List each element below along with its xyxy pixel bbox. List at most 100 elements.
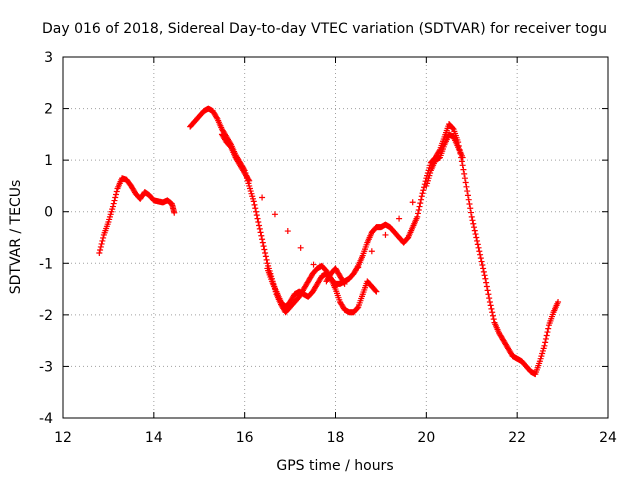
- data-point: [297, 244, 304, 251]
- data-point: [459, 162, 466, 169]
- data-point: [472, 231, 479, 238]
- data-point: [213, 114, 220, 121]
- data-point: [112, 191, 119, 198]
- x-axis-label: GPS time / hours: [276, 458, 393, 474]
- data-point: [477, 251, 484, 258]
- data-point: [482, 275, 489, 282]
- data-point: [415, 206, 422, 213]
- data-point: [474, 237, 481, 244]
- data-point: [466, 200, 473, 207]
- data-point: [481, 272, 488, 279]
- data-point: [474, 241, 481, 248]
- data-point: [396, 215, 403, 222]
- y-tick-label: 3: [44, 50, 53, 66]
- data-point: [372, 287, 379, 294]
- data-point: [354, 304, 361, 311]
- data-point: [458, 158, 465, 165]
- data-point: [256, 222, 263, 229]
- data-point: [253, 208, 260, 215]
- x-tick-label: 20: [417, 430, 435, 446]
- data-point: [109, 203, 116, 210]
- data-point: [478, 258, 485, 265]
- data-point: [255, 219, 262, 226]
- data-point: [468, 213, 475, 220]
- data-point: [110, 200, 117, 207]
- y-tick-label: 2: [44, 102, 53, 118]
- data-point: [471, 224, 478, 231]
- data-point: [253, 212, 260, 219]
- series-segment-2: [187, 105, 562, 378]
- data-point: [260, 243, 267, 250]
- data-point: [479, 262, 486, 269]
- data-point: [460, 166, 467, 173]
- data-point: [486, 295, 493, 302]
- data-point: [542, 339, 549, 346]
- data-point: [99, 237, 106, 244]
- x-tick-label: 22: [508, 430, 526, 446]
- data-point: [473, 234, 480, 241]
- data-point: [258, 232, 265, 239]
- data-point: [409, 199, 416, 206]
- data-point: [467, 209, 474, 216]
- data-point: [355, 264, 362, 271]
- data-point: [271, 211, 278, 218]
- data-point: [461, 175, 468, 182]
- data-point: [252, 205, 259, 212]
- y-tick-label: 1: [44, 153, 53, 169]
- data-point: [262, 253, 269, 260]
- data-point: [98, 240, 105, 247]
- data-point: [469, 217, 476, 224]
- data-point: [461, 170, 468, 177]
- data-point: [459, 154, 466, 161]
- data-point: [246, 177, 253, 184]
- y-tick-label: -2: [39, 308, 53, 324]
- x-tick-label: 14: [145, 430, 163, 446]
- data-point: [490, 316, 497, 323]
- data-point: [418, 196, 425, 203]
- data-point: [541, 342, 548, 349]
- data-point: [475, 244, 482, 251]
- plot-frame: [62, 56, 609, 419]
- data-points: [96, 105, 562, 378]
- data-point: [259, 194, 266, 201]
- data-point: [467, 205, 474, 212]
- data-point: [111, 197, 118, 204]
- y-tick-label: -4: [39, 411, 53, 427]
- data-point: [418, 193, 425, 200]
- data-point: [416, 203, 423, 210]
- data-point: [484, 287, 491, 294]
- data-point: [489, 309, 496, 316]
- data-point: [544, 329, 551, 336]
- data-point: [254, 215, 261, 222]
- data-point: [417, 200, 424, 207]
- data-point: [251, 201, 258, 208]
- data-point: [449, 125, 456, 132]
- data-point: [97, 246, 104, 253]
- data-point: [464, 192, 471, 199]
- data-point: [419, 190, 426, 197]
- x-tick-label: 12: [54, 430, 72, 446]
- data-point: [256, 225, 263, 232]
- data-point: [257, 229, 264, 236]
- data-point: [542, 335, 549, 342]
- x-tick-labels: 12 14 16 18 20 22 24: [54, 430, 617, 446]
- data-point: [259, 239, 266, 246]
- y-tick-label: -3: [39, 359, 53, 375]
- data-point: [341, 280, 348, 287]
- data-point: [485, 291, 492, 298]
- data-point: [488, 305, 495, 312]
- data-point: [284, 228, 291, 235]
- data-point: [97, 243, 104, 250]
- y-tick-label: 0: [44, 205, 53, 221]
- data-point: [261, 246, 268, 253]
- data-point: [415, 210, 422, 217]
- x-tick-label: 18: [327, 430, 345, 446]
- data-point: [262, 249, 269, 256]
- data-point: [480, 268, 487, 275]
- data-point: [382, 231, 389, 238]
- y-axis-label: SDTVAR / TECUs: [8, 180, 24, 295]
- data-point: [486, 298, 493, 305]
- y-tick-label: -1: [39, 256, 53, 272]
- data-point: [470, 220, 477, 227]
